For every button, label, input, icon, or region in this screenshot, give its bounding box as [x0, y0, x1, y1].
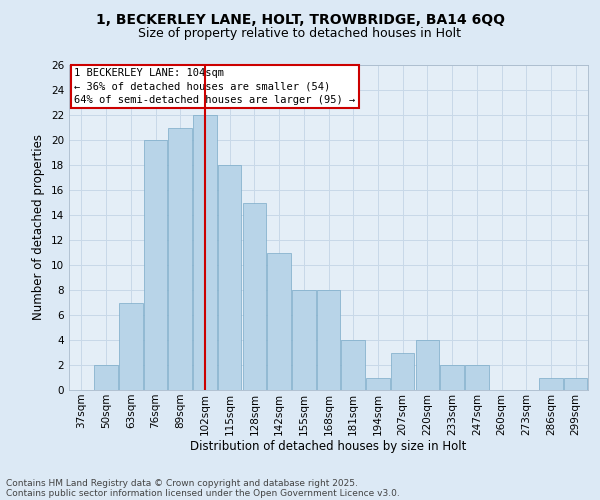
Text: 1, BECKERLEY LANE, HOLT, TROWBRIDGE, BA14 6QQ: 1, BECKERLEY LANE, HOLT, TROWBRIDGE, BA1…	[95, 12, 505, 26]
Text: Contains HM Land Registry data © Crown copyright and database right 2025.: Contains HM Land Registry data © Crown c…	[6, 478, 358, 488]
Bar	[440, 365, 464, 390]
Bar	[242, 202, 266, 390]
Bar	[564, 378, 587, 390]
Bar	[317, 290, 340, 390]
Bar	[169, 128, 192, 390]
Bar	[218, 165, 241, 390]
Bar	[193, 115, 217, 390]
Bar	[539, 378, 563, 390]
Text: 1 BECKERLEY LANE: 104sqm
← 36% of detached houses are smaller (54)
64% of semi-d: 1 BECKERLEY LANE: 104sqm ← 36% of detach…	[74, 68, 355, 104]
Text: Contains public sector information licensed under the Open Government Licence v3: Contains public sector information licen…	[6, 488, 400, 498]
Text: Size of property relative to detached houses in Holt: Size of property relative to detached ho…	[139, 28, 461, 40]
Bar	[119, 302, 143, 390]
Bar	[144, 140, 167, 390]
Bar	[366, 378, 389, 390]
Bar	[341, 340, 365, 390]
Y-axis label: Number of detached properties: Number of detached properties	[32, 134, 46, 320]
Bar	[416, 340, 439, 390]
Bar	[94, 365, 118, 390]
Bar	[292, 290, 316, 390]
Bar	[268, 252, 291, 390]
X-axis label: Distribution of detached houses by size in Holt: Distribution of detached houses by size …	[190, 440, 467, 454]
Bar	[465, 365, 488, 390]
Bar	[391, 352, 415, 390]
